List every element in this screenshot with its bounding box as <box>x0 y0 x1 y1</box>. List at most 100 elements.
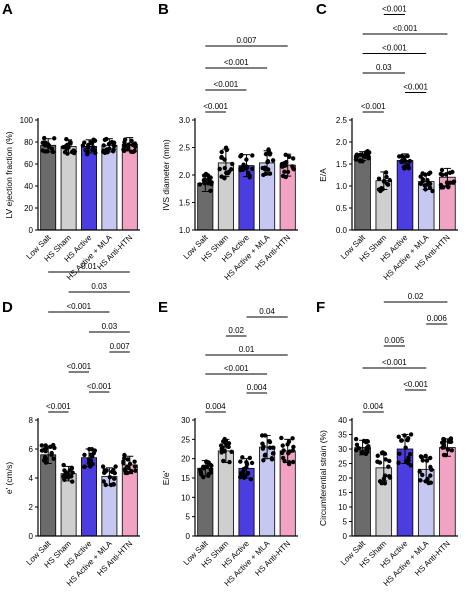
p-value-label: 0.006 <box>427 314 448 323</box>
bar <box>40 454 57 537</box>
p-value-label: 0.03 <box>376 63 392 72</box>
data-point <box>198 469 204 475</box>
data-point <box>267 171 273 176</box>
data-point <box>438 185 444 190</box>
data-point <box>366 446 371 451</box>
bar <box>121 464 138 537</box>
data-point <box>219 174 224 179</box>
y-tick-label: 10 <box>181 493 190 502</box>
data-point <box>126 142 131 148</box>
data-point <box>403 159 408 164</box>
data-point <box>407 158 413 164</box>
data-point <box>262 453 268 458</box>
y-tick-label: 35 <box>338 431 347 440</box>
data-point <box>201 464 206 470</box>
y-tick-label: 4 <box>29 474 34 483</box>
data-point <box>82 452 87 458</box>
p-value-label: 0.007 <box>110 342 131 351</box>
data-point <box>259 433 265 438</box>
data-point <box>93 150 98 156</box>
y-tick-label: 0 <box>343 532 348 541</box>
data-point <box>396 434 401 440</box>
data-point <box>423 453 428 459</box>
p-value-label: <0.001 <box>382 44 407 53</box>
data-point <box>66 145 71 150</box>
y-tick-label: 1.5 <box>336 160 348 169</box>
bar <box>81 145 97 231</box>
p-value-label: <0.001 <box>66 362 91 371</box>
y-tick-label: 0 <box>29 532 34 541</box>
data-point <box>64 136 69 142</box>
data-point <box>112 476 117 481</box>
data-point <box>270 158 276 163</box>
y-axis-label: IVS diameter (mm) <box>161 139 171 210</box>
y-tick-label: 30 <box>338 445 347 454</box>
y-tick-label: 40 <box>338 416 347 425</box>
p-value-label: 0.04 <box>259 307 275 316</box>
p-value-label: 0.004 <box>363 402 384 411</box>
data-point <box>262 165 268 170</box>
data-point <box>128 149 134 154</box>
data-point <box>238 474 243 480</box>
data-point <box>447 170 453 176</box>
data-point <box>430 188 435 194</box>
y-tick-label: 2 <box>29 503 34 512</box>
data-point <box>291 156 296 161</box>
data-point <box>380 186 385 192</box>
data-point <box>62 477 67 482</box>
data-point <box>375 453 380 458</box>
data-point <box>267 439 273 445</box>
data-point <box>240 167 246 172</box>
data-point <box>247 455 253 461</box>
data-point <box>250 153 255 158</box>
p-value-label: <0.001 <box>224 364 249 373</box>
data-point <box>129 138 134 143</box>
data-point <box>46 144 52 149</box>
data-point <box>408 432 414 437</box>
data-point <box>451 179 457 184</box>
data-point <box>265 159 270 165</box>
p-value-label: <0.001 <box>46 402 71 411</box>
y-tick-label: 5 <box>186 513 191 522</box>
data-point <box>448 436 454 441</box>
data-point <box>382 481 388 486</box>
data-point <box>42 447 47 452</box>
data-point <box>396 460 401 465</box>
data-point <box>245 170 251 175</box>
p-value-label: 0.004 <box>206 402 227 411</box>
data-point <box>400 154 405 160</box>
y-tick-label: 1.0 <box>336 182 348 191</box>
data-point <box>129 468 134 474</box>
data-point <box>382 473 388 478</box>
data-point <box>220 445 225 450</box>
data-point <box>250 166 255 171</box>
data-point <box>379 480 384 486</box>
p-value-label: <0.001 <box>203 102 228 111</box>
data-point <box>422 172 428 177</box>
data-point <box>61 144 66 150</box>
data-point <box>376 176 382 181</box>
data-point <box>80 143 86 148</box>
p-value-label: 0.03 <box>102 322 118 331</box>
y-tick-label: 1.0 <box>179 226 191 235</box>
data-point <box>222 165 228 171</box>
data-point <box>366 156 371 161</box>
data-point <box>446 184 451 190</box>
data-point <box>449 448 455 453</box>
data-point <box>202 181 207 186</box>
panel-letter: B <box>158 1 169 18</box>
data-point <box>353 436 359 442</box>
data-point <box>269 455 275 461</box>
bar <box>101 144 118 231</box>
data-point <box>244 157 249 162</box>
data-point <box>111 467 116 473</box>
data-point <box>125 146 130 152</box>
data-point <box>283 152 288 158</box>
y-tick-label: 0.0 <box>336 226 348 235</box>
data-point <box>222 449 227 454</box>
data-point <box>443 172 449 177</box>
data-point <box>132 464 138 469</box>
data-point <box>107 474 113 480</box>
